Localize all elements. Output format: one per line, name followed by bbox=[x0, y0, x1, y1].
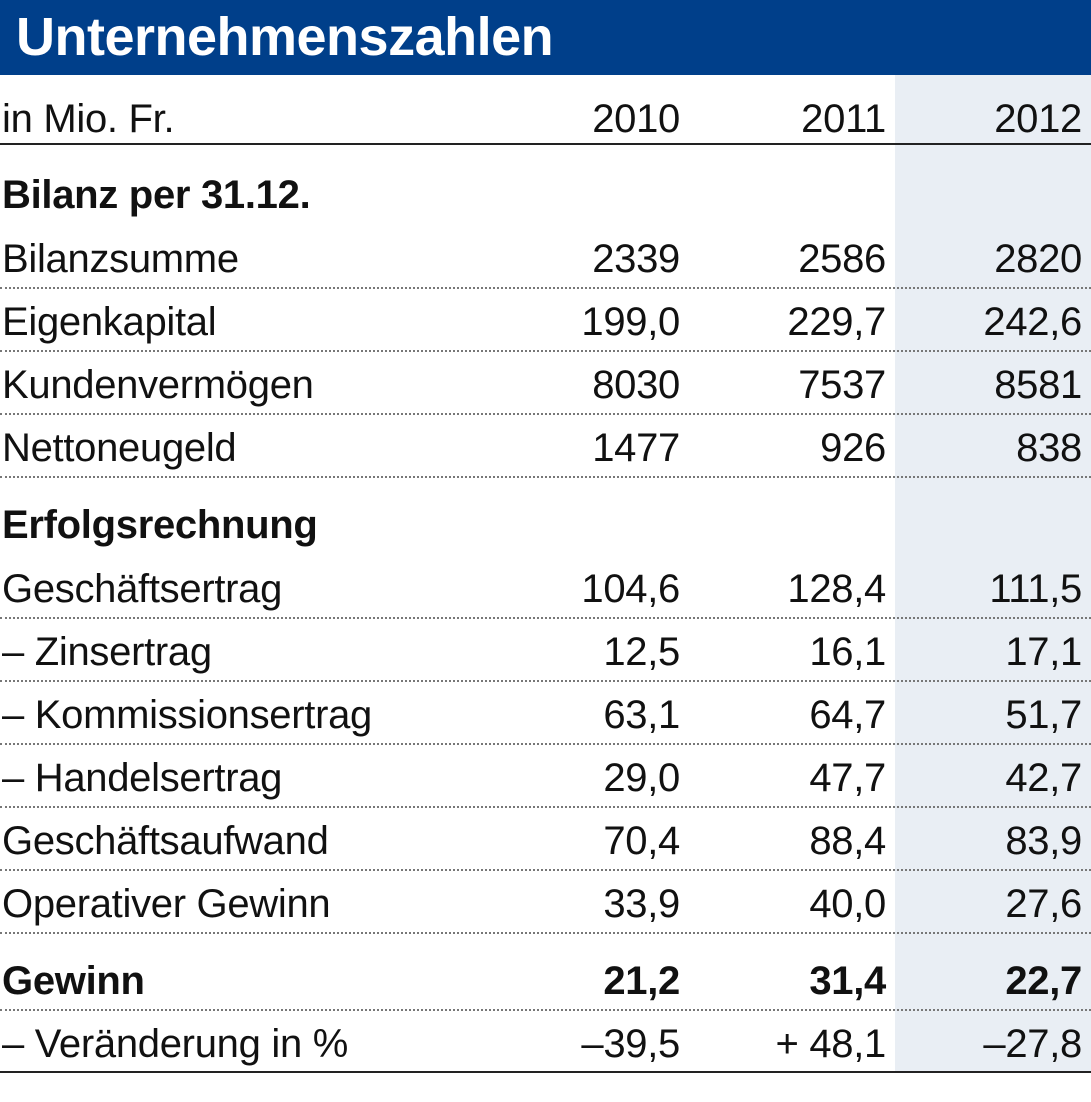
table-row: Geschäftsaufwand 70,4 88,4 83,9 bbox=[0, 810, 1091, 872]
cell-value: 22,7 bbox=[1005, 959, 1082, 1003]
row-divider bbox=[0, 476, 1091, 478]
cell-value: 2820 bbox=[994, 237, 1082, 281]
unit-label: in Mio. Fr. bbox=[2, 97, 175, 141]
section-heading: Erfolgsrechnung bbox=[2, 503, 318, 547]
title-banner: Unternehmenszahlen bbox=[0, 0, 1091, 75]
table-row: Eigenkapital 199,0 229,7 242,6 bbox=[0, 291, 1091, 353]
table-row: – Kommissionsertrag 63,1 64,7 51,7 bbox=[0, 684, 1091, 746]
cell-value: 1477 bbox=[592, 426, 680, 470]
cell-value: 111,5 bbox=[989, 567, 1082, 611]
row-label: Bilanzsumme bbox=[2, 237, 239, 281]
table-row: Kundenvermögen 8030 7537 8581 bbox=[0, 354, 1091, 416]
header-row: in Mio. Fr. 2010 2011 2012 bbox=[0, 88, 1091, 150]
row-label: Kundenvermögen bbox=[2, 363, 314, 407]
cell-value: 8030 bbox=[592, 363, 680, 407]
cell-value: 42,7 bbox=[1005, 756, 1082, 800]
table-row: Operativer Gewinn 33,9 40,0 27,6 bbox=[0, 873, 1091, 935]
row-label: – Zinsertrag bbox=[2, 630, 212, 674]
cell-value: 64,7 bbox=[809, 693, 886, 737]
row-label: Operativer Gewinn bbox=[2, 882, 331, 926]
cell-value: 21,2 bbox=[603, 959, 680, 1003]
cell-value: 70,4 bbox=[603, 819, 680, 863]
table-row: – Veränderung in % –39,5 + 48,1 –27,8 bbox=[0, 1013, 1091, 1075]
row-label: Geschäftsertrag bbox=[2, 567, 283, 611]
cell-value: 33,9 bbox=[603, 882, 680, 926]
row-divider bbox=[0, 287, 1091, 289]
row-label: Nettoneugeld bbox=[2, 426, 237, 470]
highlight-column-2012 bbox=[895, 75, 1091, 1072]
cell-value: 47,7 bbox=[809, 756, 886, 800]
row-label: – Kommissionsertrag bbox=[2, 693, 372, 737]
row-divider bbox=[0, 680, 1091, 682]
header-divider bbox=[0, 143, 1091, 145]
cell-value: 8581 bbox=[994, 363, 1082, 407]
column-header-2011: 2011 bbox=[801, 97, 886, 141]
row-label: – Handelsertrag bbox=[2, 756, 283, 800]
row-divider bbox=[0, 350, 1091, 352]
cell-value: 40,0 bbox=[809, 882, 886, 926]
cell-value: –27,8 bbox=[983, 1022, 1082, 1066]
table-row-total: Gewinn 21,2 31,4 22,7 bbox=[0, 950, 1091, 1012]
table-row: Nettoneugeld 1477 926 838 bbox=[0, 417, 1091, 479]
table-row: Bilanzsumme 2339 2586 2820 bbox=[0, 228, 1091, 290]
cell-value: 29,0 bbox=[603, 756, 680, 800]
column-header-2010: 2010 bbox=[592, 97, 680, 141]
cell-value: 2339 bbox=[592, 237, 680, 281]
cell-value: 7537 bbox=[798, 363, 886, 407]
row-divider bbox=[0, 743, 1091, 745]
row-label: – Veränderung in % bbox=[2, 1022, 348, 1066]
column-header-2012: 2012 bbox=[994, 97, 1082, 141]
row-label: Gewinn bbox=[2, 959, 145, 1003]
row-divider bbox=[0, 932, 1091, 934]
cell-value: 88,4 bbox=[809, 819, 886, 863]
row-label: Geschäftsaufwand bbox=[2, 819, 329, 863]
section-heading-row: Bilanz per 31.12. bbox=[0, 164, 1091, 226]
row-label: Eigenkapital bbox=[2, 300, 217, 344]
table-bottom-rule bbox=[0, 1071, 1091, 1073]
row-divider bbox=[0, 869, 1091, 871]
cell-value: 242,6 bbox=[983, 300, 1082, 344]
cell-value: 16,1 bbox=[809, 630, 886, 674]
cell-value: 926 bbox=[820, 426, 886, 470]
table-row: Geschäftsertrag 104,6 128,4 111,5 bbox=[0, 558, 1091, 620]
cell-value: 31,4 bbox=[809, 959, 886, 1003]
cell-value: 838 bbox=[1016, 426, 1082, 470]
section-heading: Bilanz per 31.12. bbox=[2, 173, 311, 217]
cell-value: 104,6 bbox=[581, 567, 680, 611]
cell-value: 83,9 bbox=[1005, 819, 1082, 863]
row-divider bbox=[0, 806, 1091, 808]
cell-value: 27,6 bbox=[1005, 882, 1082, 926]
cell-value: 63,1 bbox=[603, 693, 680, 737]
cell-value: 12,5 bbox=[603, 630, 680, 674]
section-heading-row: Erfolgsrechnung bbox=[0, 494, 1091, 556]
cell-value: 2586 bbox=[798, 237, 886, 281]
cell-value: 51,7 bbox=[1005, 693, 1082, 737]
cell-value: 199,0 bbox=[581, 300, 680, 344]
table-row: – Zinsertrag 12,5 16,1 17,1 bbox=[0, 621, 1091, 683]
cell-value: + 48,1 bbox=[775, 1022, 886, 1066]
cell-value: 229,7 bbox=[787, 300, 886, 344]
cell-value: 128,4 bbox=[787, 567, 886, 611]
cell-value: –39,5 bbox=[581, 1022, 680, 1066]
row-divider bbox=[0, 1009, 1091, 1011]
row-divider bbox=[0, 617, 1091, 619]
cell-value: 17,1 bbox=[1005, 630, 1082, 674]
table-row: – Handelsertrag 29,0 47,7 42,7 bbox=[0, 747, 1091, 809]
row-divider bbox=[0, 413, 1091, 415]
page-title: Unternehmenszahlen bbox=[16, 7, 554, 67]
